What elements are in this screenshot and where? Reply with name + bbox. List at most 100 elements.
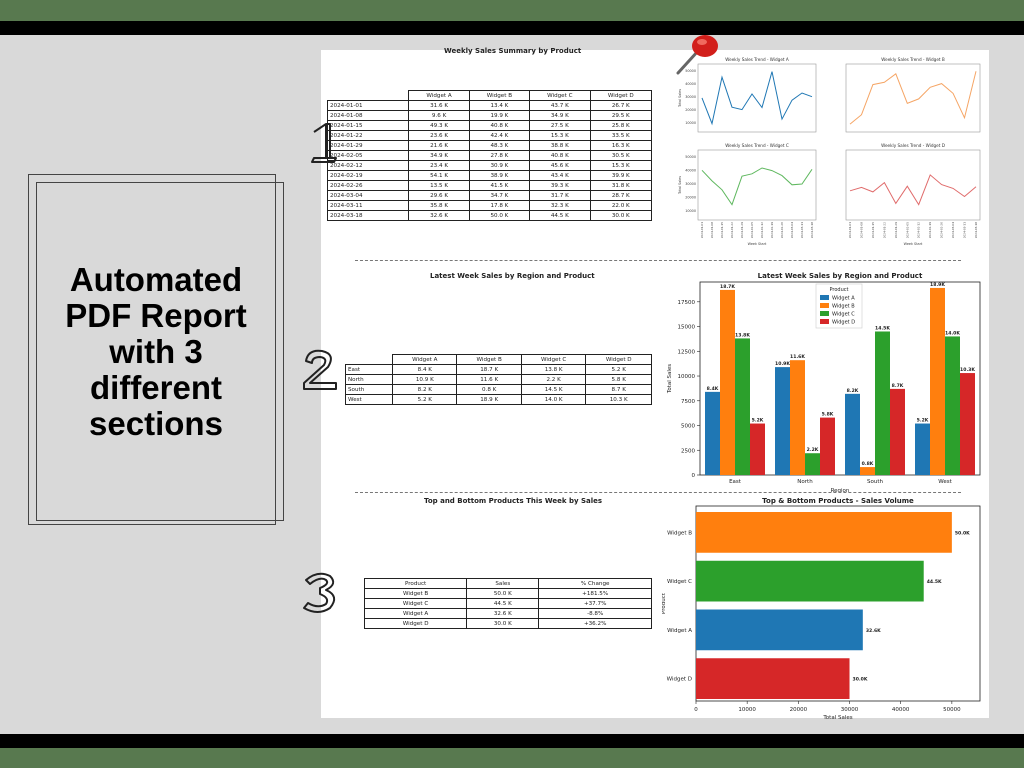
- y-axis-label: Product: [662, 592, 667, 614]
- data-label: 5.8K: [822, 412, 834, 418]
- table-cell: South: [344, 384, 394, 395]
- table-row: 2024-03-18 32.6 K 50.0 K 44.5 K 30.0 K: [326, 210, 653, 221]
- table-cell: West: [344, 394, 394, 405]
- x-tick-label: 2024-01-15: [720, 222, 724, 238]
- data-label: 14.0K: [945, 330, 960, 336]
- table-header-cell: Widget D: [585, 354, 652, 365]
- x-tick-label: South: [867, 479, 883, 485]
- table-row: Widget D 30.0 K +36.2%: [363, 618, 652, 629]
- bar: [696, 560, 924, 602]
- bar: [945, 336, 960, 475]
- table-cell: 44.5 K: [529, 210, 591, 221]
- table-row: South 8.2 K 0.8 K 14.5 K 8.7 K: [344, 384, 652, 395]
- table-cell: 29.6 K: [408, 190, 470, 201]
- bottom-black-band: [0, 734, 1024, 748]
- table-row: 2024-02-19 54.1 K 38.9 K 43.4 K 39.9 K: [326, 170, 653, 181]
- table-cell: 33.5 K: [589, 130, 653, 141]
- bottom-green-band: [0, 748, 1024, 768]
- legend-swatch: [820, 319, 829, 324]
- table-header-cell: Sales: [466, 578, 540, 589]
- data-label: 8.2K: [847, 388, 859, 394]
- data-label: 10.3K: [960, 367, 975, 373]
- line-chart-frame: [845, 149, 981, 221]
- legend-title: Product: [830, 287, 849, 293]
- table-cell: 29.5 K: [589, 110, 653, 121]
- y-tick-label: 12500: [678, 349, 696, 355]
- line-chart-title: Weekly Sales Trend - Widget D: [881, 143, 945, 148]
- table-row: Widget C 44.5 K +37.7%: [363, 598, 652, 609]
- legend-label: Widget A: [832, 296, 855, 302]
- table-row: 2024-01-29 21.6 K 48.3 K 38.8 K 16.3 K: [326, 140, 653, 151]
- table-cell: +37.7%: [538, 598, 652, 609]
- y-tick-label: Widget B: [667, 530, 692, 536]
- data-label: 5.2K: [917, 418, 929, 424]
- table-cell: 49.3 K: [408, 120, 470, 131]
- data-label: 8.7K: [892, 383, 904, 389]
- table-cell: 14.5 K: [520, 384, 587, 395]
- table-cell: 38.8 K: [529, 140, 591, 151]
- y-tick-label: Widget D: [667, 677, 692, 683]
- table-row: 2024-03-04 29.6 K 34.7 K 31.7 K 28.7 K: [326, 190, 653, 201]
- data-label: 13.8K: [735, 332, 750, 338]
- y-tick-label: Widget C: [667, 579, 692, 585]
- table-cell: 2024-03-04: [326, 190, 410, 201]
- bar: [696, 512, 952, 553]
- table-cell: 5.2 K: [585, 364, 652, 375]
- table-header-cell: Widget A: [408, 90, 470, 101]
- x-tick-label: 20000: [790, 707, 808, 713]
- table-cell: 2024-03-18: [326, 210, 410, 221]
- legend-label: Widget C: [832, 312, 855, 318]
- bar: [930, 287, 945, 475]
- table-row: 2024-01-15 49.3 K 40.8 K 27.5 K 25.8 K: [326, 120, 653, 131]
- bar: [875, 331, 890, 475]
- bar: [696, 658, 850, 699]
- promo-box: Automated PDF Report with 3 different se…: [36, 182, 276, 521]
- table-cell: 30.0 K: [589, 210, 653, 221]
- y-tick-label: 30000: [685, 95, 696, 99]
- table-row: 2024-01-08 9.6 K 19.9 K 34.9 K 29.5 K: [326, 110, 653, 121]
- data-label: 18.9K: [930, 282, 945, 288]
- weekly-summary-table: Widget A Widget B Widget C Widget D 2024-01-…: [326, 90, 653, 221]
- x-tick-label: 0: [694, 707, 698, 713]
- bar: [915, 423, 930, 475]
- x-tick-label: 2024-02-12: [760, 222, 764, 238]
- table-cell: 14.0 K: [520, 394, 587, 405]
- section-number-1: 1: [311, 123, 337, 163]
- table-cell: 13.8 K: [520, 364, 587, 375]
- bar: [790, 360, 805, 475]
- bar: [705, 391, 720, 475]
- table-row: West 5.2 K 18.9 K 14.0 K 10.3 K: [344, 394, 652, 405]
- table-cell: 8.4 K: [392, 364, 458, 375]
- table-header-cell: Widget B: [468, 90, 531, 101]
- table-cell: 32.6 K: [466, 608, 540, 619]
- table-cell: East: [344, 364, 394, 375]
- table-cell: 30.5 K: [589, 150, 653, 161]
- table-header-row: Product Sales% Change: [363, 578, 652, 589]
- line-chart-frame: [697, 149, 817, 221]
- table-header-cell: Widget C: [520, 354, 587, 365]
- x-tick-label: 30000: [841, 707, 859, 713]
- y-tick-label: 50000: [685, 155, 696, 159]
- series-line: [701, 71, 813, 126]
- table-cell: Widget B: [363, 588, 468, 599]
- table-cell: 22.0 K: [589, 200, 653, 211]
- x-tick-label: 2024-03-04: [790, 222, 794, 238]
- table-row: 2024-03-11 35.8 K 17.8 K 32.3 K 22.0 K: [326, 200, 653, 211]
- table-cell: 2.2 K: [520, 374, 587, 385]
- x-tick-label: 2024-03-18: [810, 222, 814, 238]
- x-tick-label: 2024-01-08: [710, 222, 714, 238]
- bar: [960, 373, 975, 475]
- table-cell: 40.8 K: [529, 150, 591, 161]
- bar: [720, 289, 735, 475]
- table-cell: 28.7 K: [589, 190, 653, 201]
- table-cell: 25.8 K: [589, 120, 653, 131]
- y-tick-label: 2500: [681, 448, 695, 454]
- table-cell: 10.3 K: [585, 394, 652, 405]
- section3-title: Top and Bottom Products This Week by Sal…: [424, 497, 603, 505]
- table-cell: 18.7 K: [456, 364, 522, 375]
- table-cell: 34.7 K: [468, 190, 531, 201]
- table-cell: 11.6 K: [456, 374, 522, 385]
- region-sales-table: Widget A Widget B Widget C Widget D East 8.4 …: [344, 354, 652, 405]
- x-tick-label: 2024-02-05: [905, 222, 909, 238]
- table-cell: 13.4 K: [468, 100, 531, 111]
